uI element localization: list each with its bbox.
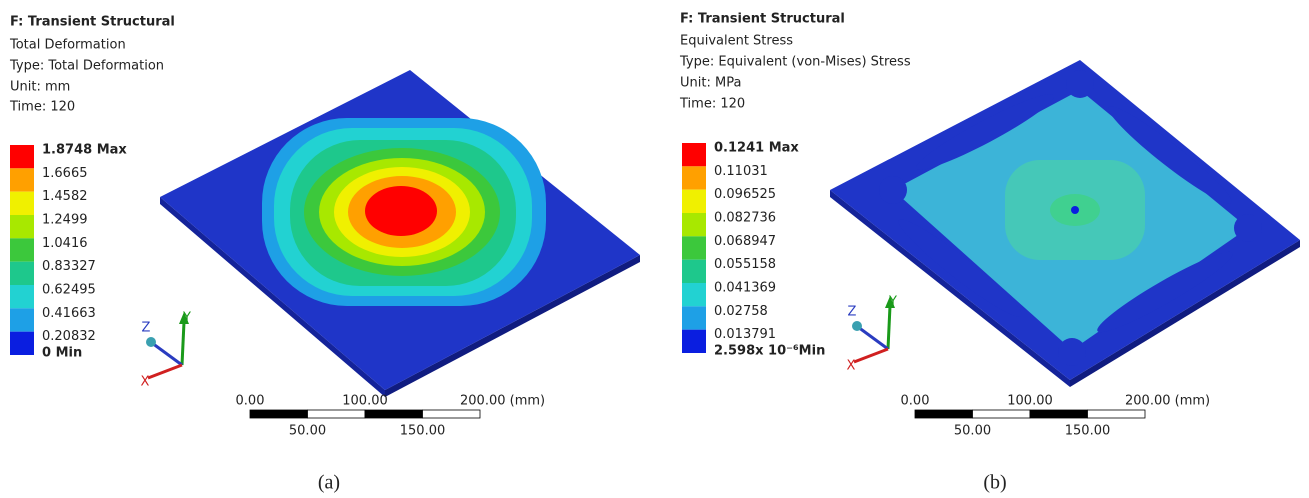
- scale-segment: [250, 410, 308, 418]
- scale-label: 200.00 (mm): [460, 394, 545, 409]
- legend-swatch: [10, 238, 34, 261]
- header-line: Type: Total Deformation: [9, 59, 164, 74]
- axis-x: [854, 349, 888, 362]
- scale-segment: [1030, 410, 1088, 418]
- figure: F: Transient Structural Total Deformation…: [0, 0, 1309, 498]
- legend-label: 0.082736: [714, 211, 776, 226]
- legend-swatch: [682, 283, 706, 306]
- legend-swatch: [10, 168, 34, 191]
- scale-label: 50.00: [289, 424, 326, 439]
- legend-label: 0.041369: [714, 281, 776, 296]
- header-line: Unit: MPa: [680, 76, 741, 91]
- header-line: Time: 120: [9, 100, 75, 115]
- axis-label: X: [141, 375, 150, 390]
- header-line: Equivalent Stress: [680, 34, 793, 49]
- legend-swatch: [10, 145, 34, 168]
- legend-label: 0.096525: [714, 187, 776, 202]
- legend-swatch: [10, 215, 34, 238]
- legend-swatch: [682, 190, 706, 213]
- legend-label: 1.4582: [42, 189, 88, 204]
- axis-z: [152, 343, 182, 365]
- legend-label: 0.1241 Max: [714, 141, 799, 156]
- legend-label: 0 Min: [42, 346, 82, 361]
- scale-segment: [365, 410, 423, 418]
- scale-label: 150.00: [1065, 424, 1111, 439]
- legend-label: 0.055158: [714, 257, 776, 272]
- legend-swatch: [10, 262, 34, 285]
- header-line: Unit: mm: [10, 80, 70, 95]
- axis-triad: Z Y X: [847, 295, 897, 374]
- scale-segment: [915, 410, 973, 418]
- caption: (b): [983, 472, 1006, 494]
- header-line: F: Transient Structural: [10, 15, 175, 30]
- header-line: Time: 120: [679, 97, 745, 112]
- legend-label: 0.41663: [42, 306, 96, 321]
- axis-label: Z: [848, 305, 857, 320]
- legend-swatch: [682, 330, 706, 353]
- axis-label: Y: [182, 311, 191, 326]
- axis-x: [148, 365, 182, 378]
- scale-label: 0.00: [236, 394, 265, 409]
- legend-swatch: [10, 332, 34, 355]
- legend-swatch: [10, 192, 34, 215]
- legend-label: 0.11031: [714, 164, 768, 179]
- legend-label: 0.02758: [714, 304, 768, 319]
- legend-label: 0.20832: [42, 329, 96, 344]
- scale-label: 100.00: [342, 394, 388, 409]
- scale-segment: [973, 410, 1031, 418]
- legend-label: 1.6665: [42, 166, 88, 181]
- legend-label: 1.2499: [42, 213, 88, 228]
- plate-b: [830, 60, 1300, 387]
- legend-swatch: [682, 306, 706, 329]
- header-line: F: Transient Structural: [680, 12, 845, 27]
- scale-segment: [1088, 410, 1146, 418]
- legend-label: 0.62495: [42, 283, 96, 298]
- legend-swatch: [682, 260, 706, 283]
- legend-label: 0.068947: [714, 234, 776, 249]
- scale-label: 50.00: [954, 424, 991, 439]
- legend-label: 1.0416: [42, 236, 88, 251]
- legend-label: 1.8748 Max: [42, 143, 127, 158]
- header-line: Total Deformation: [9, 38, 126, 53]
- header-line: Type: Equivalent (von-Mises) Stress: [679, 55, 911, 70]
- axis-label: X: [847, 359, 856, 374]
- axis-z-head: [852, 321, 862, 331]
- scale-label: 0.00: [901, 394, 930, 409]
- scale-label: 100.00: [1007, 394, 1053, 409]
- legend-label: 0.013791: [714, 327, 776, 342]
- axis-label: Z: [142, 321, 151, 336]
- axis-z: [858, 327, 888, 349]
- caption: (a): [318, 472, 340, 494]
- legend-swatch: [682, 236, 706, 259]
- axis-triad: Z Y X: [141, 311, 191, 390]
- scale-label: 150.00: [400, 424, 446, 439]
- legend-label: 0.83327: [42, 259, 96, 274]
- scale-segment: [423, 410, 481, 418]
- legend-label: 2.598x 10⁻⁶Min: [714, 344, 825, 359]
- legend-swatch: [10, 285, 34, 308]
- axis-y: [182, 322, 184, 365]
- legend-swatch: [682, 166, 706, 189]
- legend-swatch: [10, 308, 34, 331]
- legend-swatch: [682, 213, 706, 236]
- scale-segment: [308, 410, 366, 418]
- plate-a: [160, 70, 640, 397]
- scale-label: 200.00 (mm): [1125, 394, 1210, 409]
- legend-swatch: [682, 143, 706, 166]
- axis-z-head: [146, 337, 156, 347]
- axis-y: [888, 306, 890, 349]
- axis-label: Y: [888, 295, 897, 310]
